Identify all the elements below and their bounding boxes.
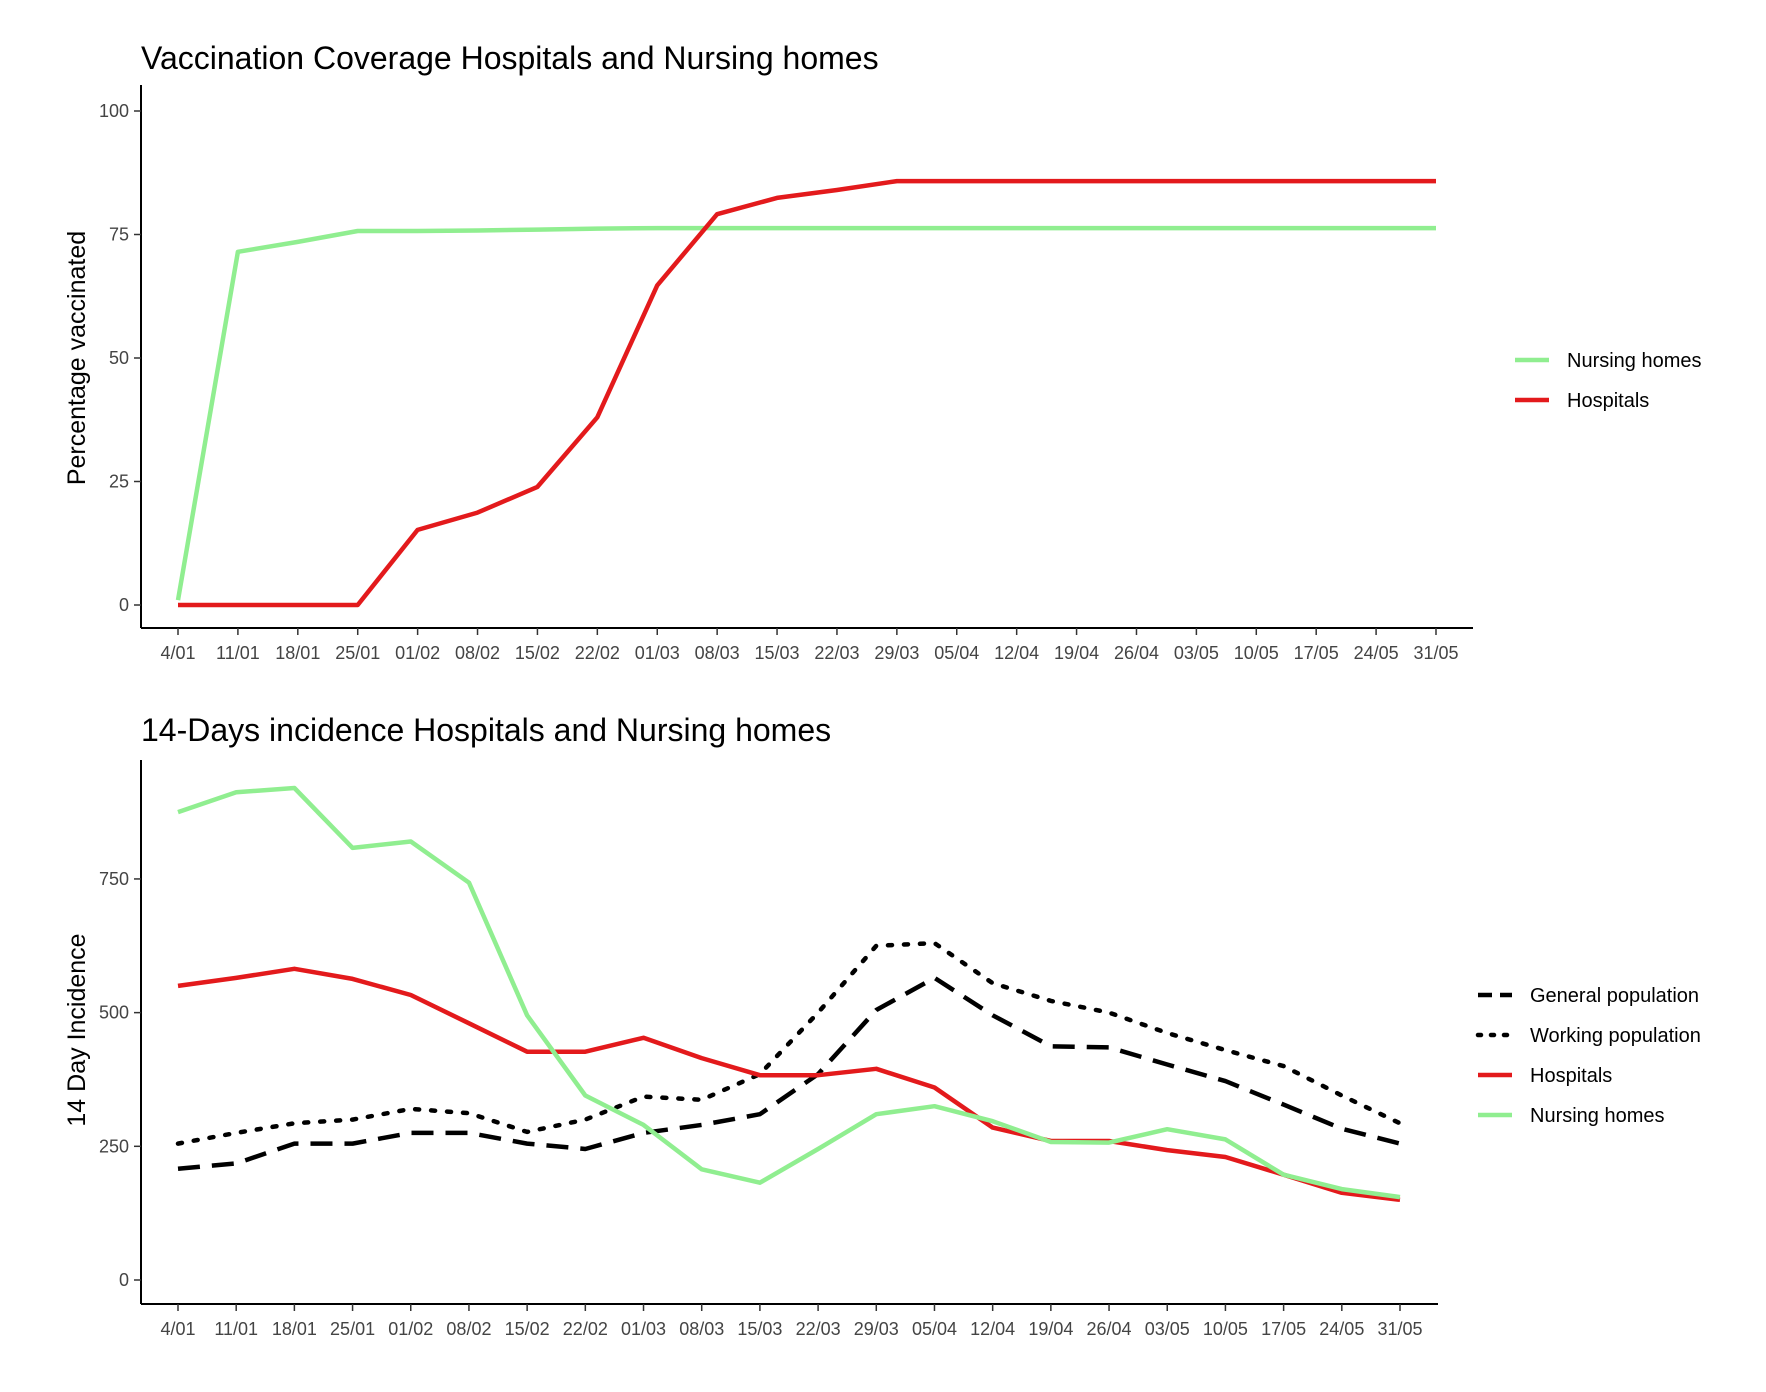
x-tick-label: 31/05 <box>1377 1319 1422 1339</box>
x-tick-label: 11/01 <box>214 1319 258 1339</box>
x-tick-label: 05/04 <box>934 643 979 663</box>
y-tick-label: 75 <box>109 225 129 245</box>
x-tick-label: 15/03 <box>737 1319 782 1339</box>
legend-label-hospitals: Hospitals <box>1567 390 1649 412</box>
legend-label-nursing-homes: Nursing homes <box>1567 350 1702 372</box>
x-tick-label: 29/03 <box>854 1319 899 1339</box>
x-tick-label: 01/02 <box>395 643 440 663</box>
y-tick-label: 0 <box>119 595 129 615</box>
legend-label-nursing-homes: Nursing homes <box>1530 1105 1665 1127</box>
x-tick-label: 10/05 <box>1203 1319 1248 1339</box>
x-tick-label: 11/01 <box>216 643 260 663</box>
x-tick-label: 29/03 <box>874 643 919 663</box>
x-tick-label: 24/05 <box>1319 1319 1364 1339</box>
x-tick-label: 24/05 <box>1354 643 1399 663</box>
x-tick-label: 22/03 <box>814 643 859 663</box>
x-tick-label: 19/04 <box>1028 1319 1073 1339</box>
x-tick-label: 4/01 <box>160 1319 195 1339</box>
chart-title: Vaccination Coverage Hospitals and Nursi… <box>141 40 879 76</box>
y-tick-label: 25 <box>109 472 129 492</box>
x-tick-label: 22/02 <box>563 1319 608 1339</box>
x-tick-label: 01/02 <box>388 1319 433 1339</box>
x-tick-label: 25/01 <box>335 643 380 663</box>
x-tick-label: 01/03 <box>621 1319 666 1339</box>
y-tick-label: 0 <box>119 1270 129 1290</box>
x-tick-label: 08/03 <box>695 643 740 663</box>
x-tick-label: 08/02 <box>455 643 500 663</box>
series-line-working-population <box>175 940 1403 1146</box>
x-tick-label: 26/04 <box>1087 1319 1132 1339</box>
series-line-general-population <box>177 975 1401 1172</box>
x-tick-label: 10/05 <box>1234 643 1279 663</box>
series-line-hospitals <box>178 178 1436 608</box>
x-tick-label: 01/03 <box>635 643 680 663</box>
x-tick-label: 12/04 <box>970 1319 1015 1339</box>
series-line-nursing-homes <box>177 785 1401 1200</box>
x-tick-label: 25/01 <box>330 1319 375 1339</box>
x-tick-label: 4/01 <box>160 643 195 663</box>
x-tick-label: 15/02 <box>515 643 560 663</box>
x-tick-label: 26/04 <box>1114 643 1159 663</box>
chart-title: 14-Days incidence Hospitals and Nursing … <box>141 712 831 748</box>
legend-label-hospitals: Hospitals <box>1530 1065 1612 1087</box>
x-tick-label: 08/03 <box>679 1319 724 1339</box>
y-tick-label: 250 <box>99 1136 129 1156</box>
legend-label-general-population: General population <box>1530 985 1699 1007</box>
x-tick-label: 22/03 <box>796 1319 841 1339</box>
y-tick-label: 50 <box>109 348 129 368</box>
x-tick-label: 17/05 <box>1294 643 1339 663</box>
x-tick-label: 17/05 <box>1261 1319 1306 1339</box>
y-axis-label: Percentage vaccinated <box>63 231 91 485</box>
y-tick-label: 500 <box>99 1003 129 1023</box>
series-line-hospitals <box>177 966 1401 1203</box>
x-tick-label: 22/02 <box>575 643 620 663</box>
x-tick-label: 15/02 <box>505 1319 550 1339</box>
x-tick-label: 19/04 <box>1054 643 1099 663</box>
x-tick-label: 03/05 <box>1145 1319 1190 1339</box>
incidence-chart: 14-Days incidence Hospitals and Nursing … <box>63 712 1701 1339</box>
x-tick-label: 18/01 <box>272 1319 317 1339</box>
legend-label-working-population: Working population <box>1530 1025 1701 1047</box>
x-tick-label: 31/05 <box>1413 643 1458 663</box>
vaccination-coverage-chart: Vaccination Coverage Hospitals and Nursi… <box>63 40 1702 663</box>
y-tick-label: 100 <box>99 101 129 121</box>
series-line-nursing-homes <box>175 225 1436 601</box>
x-tick-label: 12/04 <box>994 643 1039 663</box>
y-axis-label: 14 Day Incidence <box>63 933 91 1126</box>
x-tick-label: 18/01 <box>275 643 320 663</box>
x-tick-label: 15/03 <box>755 643 800 663</box>
y-tick-label: 750 <box>99 869 129 889</box>
x-tick-label: 03/05 <box>1174 643 1219 663</box>
x-tick-label: 08/02 <box>446 1319 491 1339</box>
x-tick-label: 05/04 <box>912 1319 957 1339</box>
